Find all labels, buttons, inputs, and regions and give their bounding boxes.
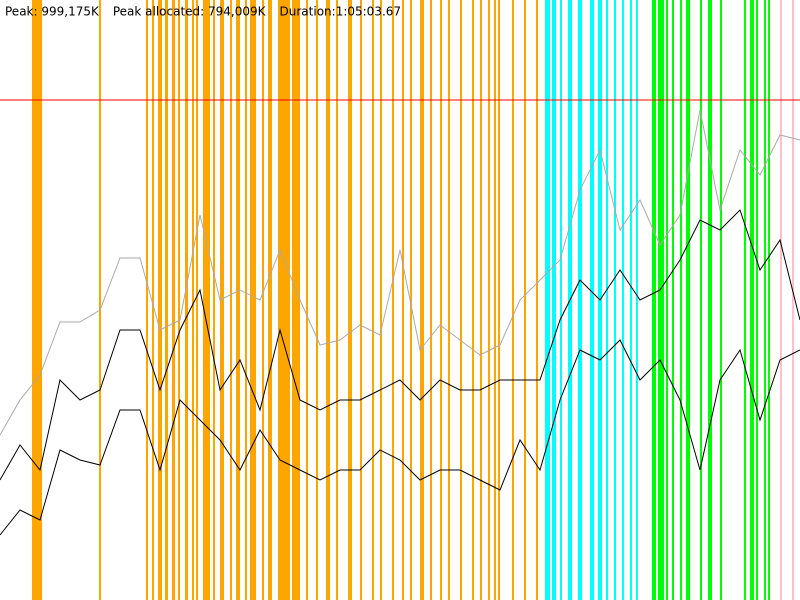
header-label: Duration:1:05:03.67 — [280, 5, 402, 19]
event-band — [292, 0, 300, 600]
series-line — [0, 339, 800, 536]
event-band — [360, 0, 362, 600]
event-band — [636, 0, 638, 600]
event-band — [512, 0, 514, 600]
event-band — [278, 0, 290, 600]
event-band — [236, 0, 240, 600]
event-band — [250, 0, 256, 600]
event-band — [440, 0, 442, 600]
event-band — [480, 0, 482, 600]
event-band — [488, 0, 490, 600]
event-band — [666, 0, 668, 600]
event-band — [213, 0, 215, 600]
event-band — [720, 0, 722, 600]
event-band — [158, 0, 162, 600]
event-band — [32, 0, 42, 600]
event-band — [622, 0, 624, 600]
event-band — [203, 0, 210, 600]
event-band — [578, 0, 582, 600]
event-band — [152, 0, 154, 600]
event-band — [606, 0, 608, 600]
event-band — [448, 0, 450, 600]
event-band — [326, 0, 330, 600]
event-band — [768, 0, 770, 600]
event-band — [165, 0, 168, 600]
event-band — [460, 0, 462, 600]
event-band — [472, 0, 474, 600]
event-band — [744, 0, 746, 600]
event-band — [220, 0, 224, 600]
event-band — [764, 0, 766, 600]
event-band — [552, 0, 556, 600]
event-band — [560, 0, 562, 600]
header-label: Peak allocated: 794,009K — [113, 5, 267, 19]
event-band — [756, 0, 758, 600]
series-line — [0, 109, 800, 436]
event-band — [708, 0, 712, 600]
header: Peak: 999,175K Peak allocated: 794,009K Du… — [5, 5, 401, 19]
event-band — [614, 0, 616, 600]
series-layer — [0, 109, 800, 536]
event-band — [686, 0, 690, 600]
event-band — [172, 0, 175, 600]
event-band — [262, 0, 264, 600]
event-band — [99, 0, 101, 600]
event-band — [498, 0, 500, 600]
event-band — [230, 0, 232, 600]
event-band — [380, 0, 382, 600]
event-band — [245, 0, 247, 600]
series-line — [0, 209, 800, 481]
event-band — [630, 0, 632, 600]
event-band — [402, 0, 404, 600]
event-band — [545, 0, 550, 600]
event-band — [348, 0, 352, 600]
event-band — [392, 0, 394, 600]
event-band — [792, 0, 794, 600]
event-band — [658, 0, 664, 600]
event-band — [372, 0, 374, 600]
event-band — [524, 0, 526, 600]
event-bands — [32, 0, 794, 600]
event-band — [430, 0, 432, 600]
event-band — [590, 0, 594, 600]
event-band — [316, 0, 318, 600]
event-band — [652, 0, 656, 600]
event-band — [780, 0, 782, 600]
event-band — [536, 0, 538, 600]
event-band — [192, 0, 194, 600]
event-band — [750, 0, 754, 600]
event-band — [196, 0, 198, 600]
event-band — [268, 0, 272, 600]
event-band — [672, 0, 674, 600]
event-band — [146, 0, 148, 600]
event-band — [336, 0, 338, 600]
event-band — [185, 0, 188, 600]
event-band — [700, 0, 702, 600]
event-band — [410, 0, 412, 600]
event-band — [494, 0, 496, 600]
event-band — [680, 0, 682, 600]
event-band — [420, 0, 424, 600]
event-band — [306, 0, 308, 600]
header-label: Peak: 999,175K — [5, 5, 100, 19]
event-band — [178, 0, 180, 600]
